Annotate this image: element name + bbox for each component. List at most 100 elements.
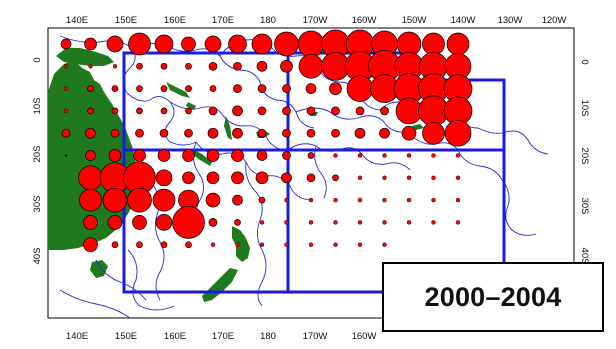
left-tick-label: 20S [32,146,43,163]
catch-bubble [232,127,243,139]
top-tick-label: 150W [402,15,427,26]
vanuatu-islands [224,116,232,140]
catch-bubble [431,153,436,158]
bottom-tick-label: 170W [303,331,328,342]
new-zealand-north-island [232,226,250,262]
catch-bubble [207,127,219,139]
catch-bubble [206,171,220,185]
catch-bubble [280,59,293,73]
catch-bubble [228,34,247,54]
catch-bubble [204,35,222,53]
catch-bubble [157,149,171,162]
catch-bubble [305,83,317,94]
catch-bubble [431,220,436,225]
top-tick-label: 140E [66,15,88,26]
catch-bubble [160,107,168,115]
bottom-tick-label: 160E [164,331,186,342]
catch-bubble [382,175,387,181]
catch-bubble [382,242,387,247]
catch-bubble [255,171,269,185]
catch-bubble [346,75,374,102]
catch-bubble [282,128,291,138]
catch-bubble [357,220,363,225]
catch-bubble [63,86,69,91]
catch-bubble [108,149,122,162]
catch-bubble [257,128,267,138]
catch-bubble [136,62,143,70]
catch-bubble [182,149,195,162]
right-tick-label: 40S [579,248,590,265]
catch-bubble [208,106,218,116]
bottom-tick-label: 160W [352,331,377,342]
catch-bubble [159,128,169,138]
catch-bubble [111,85,119,92]
catch-bubble [60,38,72,50]
period-label-box: 2000–2004 [382,262,604,332]
tasmania-landmass [90,260,108,278]
catch-bubble [184,128,193,138]
bottom-tick-label: 180 [260,331,276,342]
catch-bubble [258,196,266,204]
catch-bubble [182,171,195,185]
catch-bubble [83,215,98,230]
catch-bubble [88,64,93,69]
left-axis: 0 10S 20S 30S 40S [32,57,43,264]
left-tick-label: 40S [32,248,43,265]
catch-bubble [231,171,244,185]
catch-bubble [382,153,387,158]
right-axis: 0 10S 20S 30S 40S [579,59,590,264]
bottom-axis: 140E 150E 160E 170E 180 170W 160W [66,331,377,342]
catch-bubble [78,165,103,191]
catch-bubble [422,32,445,56]
catch-bubble [160,62,168,70]
catch-bubble [333,153,338,158]
catch-bubble [284,242,289,247]
catch-bubble [406,175,412,181]
catch-bubble [354,127,366,139]
catch-bubble [455,175,461,181]
catch-bubble [455,153,461,158]
catch-bubble [306,173,316,183]
catch-bubble [382,197,387,203]
catch-bubble [160,241,168,249]
catch-bubble [431,175,436,181]
catch-bubble [232,194,243,206]
catch-bubble [379,127,390,139]
catch-bubble [257,106,267,116]
new-caledonia-landmass [192,150,212,166]
french-polynesia-islands [412,124,424,130]
catch-bubble [406,220,412,225]
top-tick-label: 120W [542,15,567,26]
catch-bubble [333,242,338,247]
catch-bubble [172,206,205,239]
catch-bubble [83,237,98,253]
top-tick-label: 170E [212,15,234,26]
catch-bubble [112,64,118,69]
catch-bubble [234,219,241,226]
solomon-islands [166,82,196,110]
catch-bubbles [60,29,473,253]
right-tick-label: 10S [579,100,590,117]
catch-bubble [357,175,363,181]
catch-bubble [380,106,389,116]
catch-bubble [136,241,143,249]
catch-bubble [185,62,192,70]
catch-bubble [235,242,240,247]
catch-bubble [256,150,268,161]
catch-bubble [205,192,221,208]
catch-bubble [61,128,71,138]
catch-bubble [231,149,244,162]
catch-bubble [282,106,291,116]
catch-bubble [84,37,97,51]
bottom-tick-label: 150E [115,331,137,342]
catch-bubble [136,85,143,92]
catch-bubble [79,188,102,212]
catch-bubble [210,242,216,247]
catch-bubble [87,107,94,115]
catch-bubble [64,154,68,157]
catch-bubble [111,107,119,115]
top-tick-label: 130W [498,15,523,26]
catch-bubble [133,149,146,162]
catch-bubble [406,197,412,203]
left-tick-label: 30S [32,196,43,213]
